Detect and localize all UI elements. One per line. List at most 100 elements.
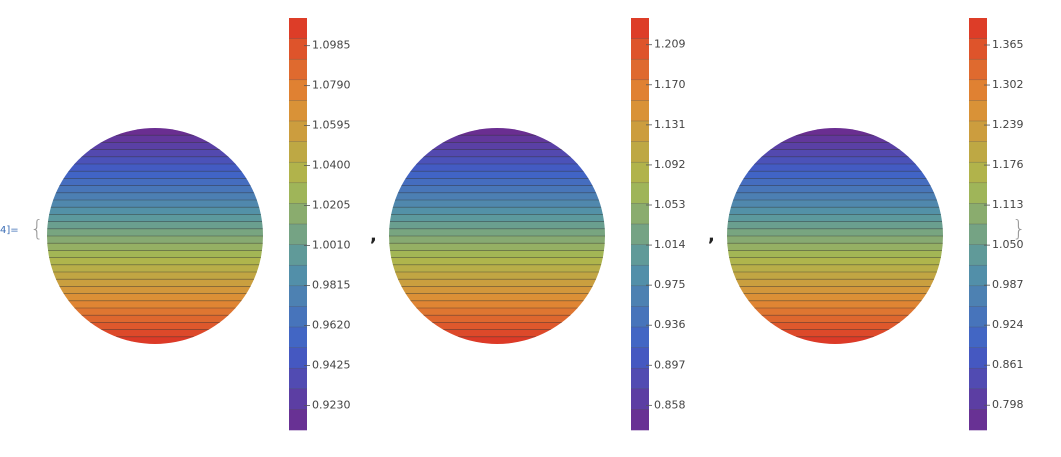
contour-band: [389, 322, 605, 331]
colorbar-tick-label: 0.9425: [312, 358, 351, 371]
colorbar-band: [631, 285, 649, 307]
contour-plot: [389, 128, 605, 344]
colorbar-band: [289, 409, 307, 431]
contour-band: [727, 315, 943, 323]
colorbar-tick-label: 0.975: [654, 278, 686, 291]
colorbar-tick-label: 0.861: [992, 358, 1024, 371]
contour-band: [47, 192, 263, 201]
colorbar-tick-label: 0.9620: [312, 318, 351, 331]
contour-band: [389, 178, 605, 187]
colorbar-band: [969, 409, 987, 431]
contour-band: [727, 236, 943, 244]
colorbar-band: [969, 327, 987, 348]
contour-band: [389, 279, 605, 287]
output-label: 4]=: [0, 225, 19, 236]
contour-band: [727, 308, 943, 316]
contour-band: [389, 236, 605, 244]
contour-band: [47, 264, 263, 273]
colorbar-tick-label: 1.302: [992, 78, 1024, 91]
contour-band: [47, 329, 263, 338]
colorbar-band: [289, 327, 307, 348]
colorbar-band: [969, 38, 987, 60]
contour-band: [47, 142, 263, 151]
colorbar-band: [631, 388, 649, 410]
colorbar-tick-label: 0.9815: [312, 278, 351, 291]
contour-band: [389, 207, 605, 215]
comma: ,: [708, 225, 715, 246]
colorbar-band: [969, 18, 987, 39]
colorbar-band: [631, 244, 649, 266]
colorbar-tick-label: 1.0010: [312, 239, 351, 252]
colorbar-tick-label: 1.092: [654, 158, 686, 171]
colorbar-band: [289, 368, 307, 390]
colorbar-band: [289, 388, 307, 410]
colorbar-band: [969, 265, 987, 287]
colorbar-band: [631, 306, 649, 328]
contour-band: [389, 257, 605, 266]
contour-band: [389, 264, 605, 273]
colorbar-band: [969, 79, 987, 101]
contour-band: [47, 149, 263, 158]
colorbar-band: [631, 265, 649, 287]
contour-band: [389, 308, 605, 316]
contour-band: [727, 200, 943, 208]
contour-band: [727, 243, 943, 251]
contour-band: [47, 315, 263, 323]
colorbar-band: [289, 100, 307, 122]
colorbar-band: [969, 388, 987, 410]
colorbar-band: [631, 141, 649, 163]
colorbar-band: [289, 306, 307, 328]
colorbar-band: [631, 18, 649, 39]
colorbar-band: [969, 368, 987, 390]
colorbar-tick-label: 1.0985: [312, 39, 351, 52]
contour-band: [47, 156, 263, 165]
contour-band: [727, 300, 943, 309]
contour-band: [389, 128, 605, 136]
colorbar-band: [289, 265, 307, 287]
colorbar-band: [969, 182, 987, 204]
colorbar-band: [631, 203, 649, 225]
colorbar-tick-label: 1.365: [992, 38, 1024, 51]
contour-band: [727, 221, 943, 230]
colorbar-tick-label: 0.987: [992, 278, 1024, 291]
contour-band: [727, 149, 943, 158]
comma: ,: [370, 225, 377, 246]
contour-band: [47, 135, 263, 143]
colorbar-band: [289, 18, 307, 39]
colorbar-band: [289, 347, 307, 369]
colorbar-tick-label: 1.014: [654, 238, 686, 251]
contour-band: [727, 329, 943, 338]
contour-band: [47, 279, 263, 287]
colorbar-band: [289, 59, 307, 81]
colorbar-tick-label: 1.131: [654, 118, 686, 131]
contour-band: [389, 142, 605, 151]
colorbar-band: [969, 306, 987, 328]
contour-band: [47, 236, 263, 244]
contour-band: [389, 185, 605, 194]
contour-band: [47, 214, 263, 223]
contour-band: [47, 308, 263, 316]
colorbar-tick-label: 1.0790: [312, 79, 351, 92]
contour-band: [727, 228, 943, 237]
contour-band: [389, 315, 605, 323]
contour-band: [389, 300, 605, 309]
contour-band: [389, 336, 605, 344]
colorbar-tick-label: 0.858: [654, 398, 686, 411]
contour-band: [727, 156, 943, 165]
colorbar-band: [631, 182, 649, 204]
contour-band: [727, 135, 943, 143]
colorbar-band: [631, 347, 649, 369]
colorbar-tick-label: 1.170: [654, 78, 686, 91]
colorbar-band: [289, 79, 307, 101]
colorbar-band: [289, 38, 307, 60]
contour-band: [727, 293, 943, 302]
contour-band: [47, 171, 263, 179]
colorbar-band: [631, 327, 649, 348]
colorbar-tick-label: 0.798: [992, 398, 1024, 411]
colorbar-tick-label: 1.113: [992, 198, 1024, 211]
contour-band: [727, 264, 943, 273]
colorbar-band: [969, 100, 987, 122]
contour-band: [727, 192, 943, 201]
colorbar-band: [969, 224, 987, 245]
colorbar-band: [969, 141, 987, 163]
